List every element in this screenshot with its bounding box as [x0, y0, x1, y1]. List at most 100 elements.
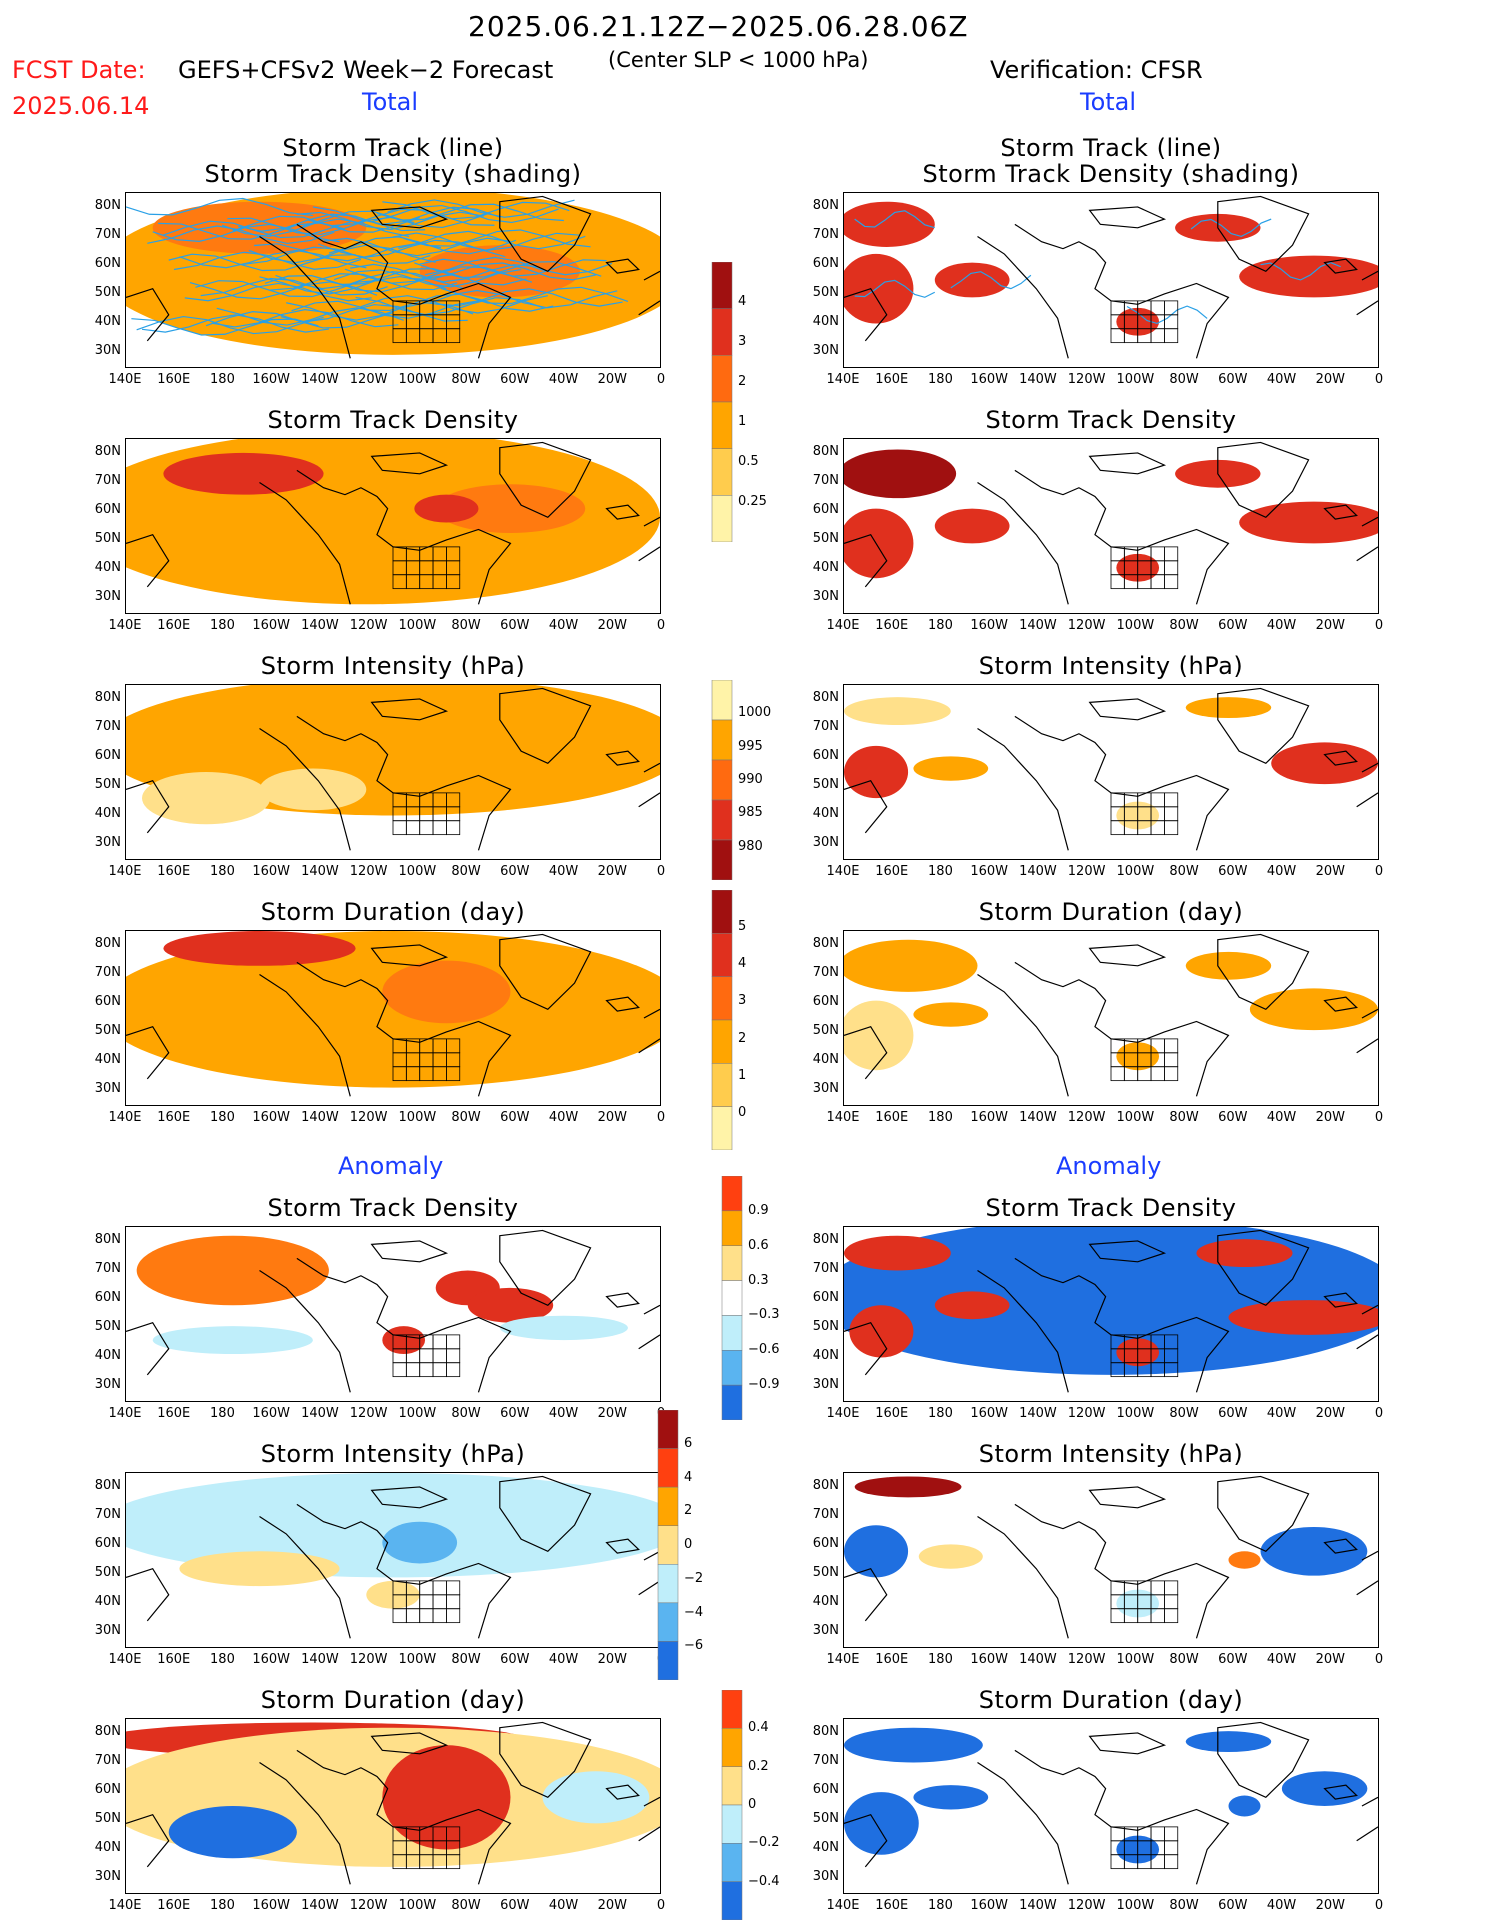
state-border	[432, 1334, 447, 1350]
lat-tick-label: 40N	[812, 1052, 839, 1067]
colorbar-intensity-total	[710, 679, 734, 881]
storm-track-line	[291, 300, 479, 319]
lon-tick-label: 20W	[1315, 1652, 1345, 1667]
coastline	[638, 762, 660, 808]
lon-tick-label: 180	[928, 1898, 953, 1913]
lat-tick-label: 60N	[812, 1536, 839, 1551]
lat-tick-label: 70N	[812, 1753, 839, 1768]
coastline	[499, 687, 592, 765]
lat-tick-label: 50N	[94, 1811, 121, 1826]
map-panel-forecast-row0	[125, 192, 661, 368]
shading-region	[844, 201, 935, 247]
storm-track-line	[136, 315, 324, 335]
lat-tick-label: 30N	[812, 343, 839, 358]
coastline	[259, 482, 351, 605]
lon-tick-label: 140W	[301, 1652, 339, 1667]
lon-tick-label: 140E	[826, 1406, 860, 1421]
shading-region	[499, 1315, 628, 1341]
state-border	[446, 820, 461, 836]
lat-tick-label: 80N	[812, 1232, 839, 1247]
lon-tick-label: 40W	[548, 1406, 579, 1421]
storm-track-line	[184, 282, 372, 302]
lat-tick-label: 70N	[94, 719, 121, 734]
lat-tick-label: 60N	[812, 1782, 839, 1797]
lon-tick-label: 160W	[252, 1652, 291, 1667]
lat-tick-label: 40N	[94, 1594, 121, 1609]
state-border	[1164, 1594, 1179, 1610]
lat-tick-label: 50N	[94, 531, 121, 546]
shading-region	[844, 697, 951, 726]
coastline	[259, 1762, 351, 1885]
lat-tick-label: 80N	[812, 198, 839, 213]
lat-tick-label: 50N	[812, 285, 839, 300]
colorbar-swatch	[711, 933, 733, 977]
lon-tick-label: 40W	[548, 372, 579, 387]
lon-tick-label: 160E	[875, 618, 909, 633]
shading-region	[844, 253, 914, 324]
lon-tick-label: 20W	[597, 372, 627, 387]
shading-region	[844, 745, 909, 799]
state-border	[1164, 806, 1179, 822]
state-border	[446, 328, 461, 344]
lat-tick-label: 60N	[812, 748, 839, 763]
storm-track-line	[430, 289, 618, 309]
coastline	[1323, 1538, 1358, 1554]
lon-tick-label: 160E	[157, 1110, 191, 1125]
panel-title-forecast-r0-a: Storm Track (line)	[282, 134, 504, 162]
state-border	[1150, 1580, 1165, 1596]
shading-region	[844, 508, 914, 579]
coastline	[499, 1475, 592, 1553]
state-border	[1110, 1580, 1125, 1596]
coastline	[1356, 1550, 1378, 1596]
lon-tick-label: 80W	[1169, 372, 1199, 387]
lon-tick-label: 20W	[1315, 1898, 1345, 1913]
lon-tick-label: 160E	[875, 1652, 909, 1667]
lon-tick-label: 20W	[1315, 1406, 1345, 1421]
colorbar-swatch	[721, 1728, 743, 1767]
state-border	[446, 1854, 461, 1870]
coastline	[1323, 750, 1358, 766]
lon-tick-label: 20W	[1315, 864, 1345, 879]
coastline	[1323, 1292, 1358, 1308]
coastline	[259, 236, 351, 359]
lon-tick-label: 140E	[108, 372, 142, 387]
lon-tick-label: 0	[1374, 1898, 1384, 1913]
coastline	[1014, 1257, 1230, 1393]
storm-track-line	[424, 256, 613, 276]
lat-tick-label: 80N	[812, 1478, 839, 1493]
shading-region	[844, 1000, 914, 1071]
shading-region	[934, 262, 1010, 298]
coastline	[605, 258, 640, 274]
coastline	[126, 1813, 170, 1868]
lon-tick-label: 180	[210, 372, 235, 387]
lat-tick-label: 60N	[94, 1536, 121, 1551]
state-border	[1164, 328, 1179, 344]
storm-track-line	[195, 279, 383, 298]
colorbar-label: −0.3	[748, 1307, 780, 1323]
lon-tick-label: 100W	[1116, 1898, 1155, 1913]
state-border	[1164, 574, 1179, 590]
lon-tick-label: 0	[1374, 864, 1384, 879]
colorbar-swatch	[721, 1766, 743, 1806]
lon-tick-label: 160W	[970, 618, 1009, 633]
lon-tick-label: 40W	[1266, 1406, 1297, 1421]
coastline	[1356, 762, 1378, 808]
lon-tick-label: 0	[656, 372, 666, 387]
coastline	[844, 779, 888, 834]
lat-tick-label: 80N	[94, 444, 121, 459]
lat-tick-label: 30N	[812, 589, 839, 604]
storm-track-line	[318, 239, 506, 258]
state-border	[446, 1066, 461, 1082]
colorbar-label: −4	[684, 1604, 704, 1620]
map-panel-verification-row2	[843, 684, 1379, 860]
lon-tick-label: 0	[1374, 1110, 1384, 1125]
storm-track-line	[286, 302, 474, 321]
lon-tick-label: 180	[210, 864, 235, 879]
section-anomaly-left: Anomaly	[338, 1152, 444, 1180]
shading-region	[382, 960, 511, 1024]
lat-tick-label: 70N	[812, 1261, 839, 1276]
state-border	[1164, 1362, 1179, 1378]
lat-tick-label: 30N	[94, 343, 121, 358]
coastline	[638, 1796, 660, 1842]
colorbar-swatch	[711, 889, 733, 934]
